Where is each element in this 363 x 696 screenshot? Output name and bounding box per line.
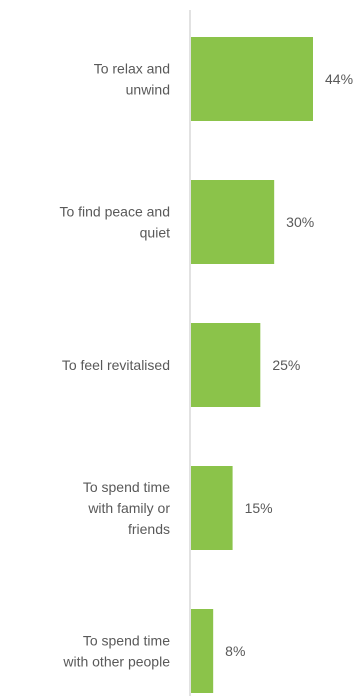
category-label-3-line-2: friends bbox=[128, 521, 170, 537]
value-label-2: 25% bbox=[272, 357, 300, 373]
category-label-2-line-0: To feel revitalised bbox=[62, 357, 170, 373]
value-label-4: 8% bbox=[225, 643, 245, 659]
category-label-1: To find peace and quiet bbox=[59, 204, 170, 241]
category-label-2: To feel revitalised bbox=[62, 357, 170, 373]
bar-4 bbox=[191, 609, 214, 693]
bar-2 bbox=[191, 323, 261, 407]
value-label-0: 44% bbox=[325, 71, 353, 87]
bars-group bbox=[191, 37, 313, 693]
category-label-3: To spend time with family or friends bbox=[83, 479, 171, 537]
category-label-0-line-0: To relax and bbox=[94, 61, 170, 77]
value-label-3: 15% bbox=[245, 500, 273, 516]
category-label-1-line-0: To find peace and bbox=[59, 204, 170, 220]
category-label-1-line-1: quiet bbox=[140, 225, 170, 241]
category-label-4: To spend time with other people bbox=[62, 633, 170, 670]
bar-1 bbox=[191, 180, 275, 264]
bar-3 bbox=[191, 466, 233, 550]
category-labels-group: To relax and unwind To find peace and quiet… bbox=[59, 61, 170, 670]
category-label-0: To relax and unwind bbox=[94, 61, 170, 98]
category-label-3-line-1: with family or bbox=[87, 500, 170, 516]
value-labels-group: 44% 30% 25% 15% 8% bbox=[225, 71, 353, 659]
bar-0 bbox=[191, 37, 313, 121]
value-label-1: 30% bbox=[286, 214, 314, 230]
category-label-4-line-1: with other people bbox=[62, 654, 170, 670]
category-label-3-line-0: To spend time bbox=[83, 479, 170, 495]
category-label-0-line-1: unwind bbox=[126, 82, 170, 98]
category-label-4-line-0: To spend time bbox=[83, 633, 170, 649]
